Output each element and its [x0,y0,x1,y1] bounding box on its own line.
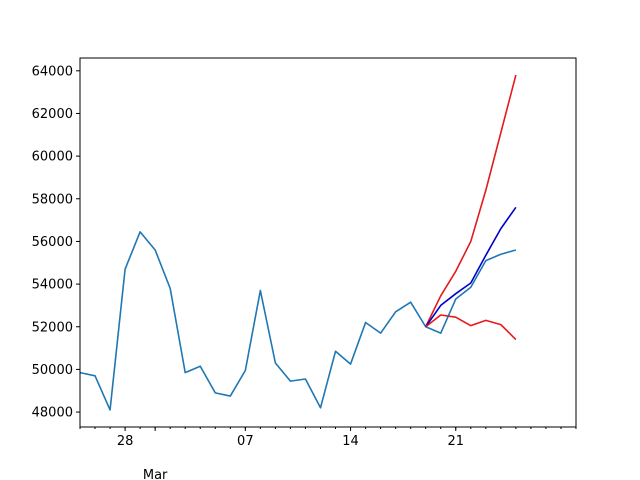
y-tick-label: 48000 [32,406,73,421]
x-tick-label: 28 [117,434,134,449]
y-tick-label: 54000 [32,278,73,293]
y-tick-label: 62000 [32,107,73,122]
series-line-1 [79,231,517,411]
series-line-4 [425,314,517,341]
series-line-2 [424,74,517,328]
x-axis-month-label: Mar [143,468,168,480]
x-tick-label: 14 [342,434,359,449]
y-tick-label: 58000 [32,192,73,207]
series-line-3 [425,206,517,328]
series-layer [79,74,517,411]
y-tick-label: 60000 [32,150,73,165]
y-axis: 48000 50000 52000 54000 56000 58000 60000 62000… [32,64,80,421]
plot-frame [79,57,577,428]
y-tick-label: 50000 [32,363,73,378]
y-tick-label: 56000 [32,235,73,250]
x-tick-label: 21 [447,434,464,449]
x-axis: 28 07 14 21 [79,427,577,449]
x-tick-label: 07 [237,434,254,449]
plot-area [80,58,576,427]
y-tick-label: 64000 [32,64,73,79]
y-tick-label: 52000 [32,320,73,335]
